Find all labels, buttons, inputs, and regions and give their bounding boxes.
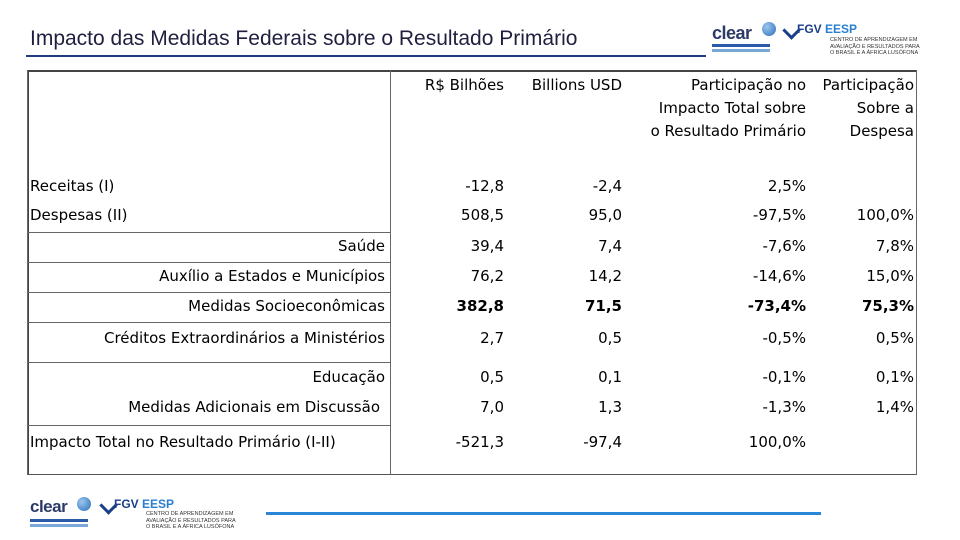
cell-brl: 0,5 — [480, 368, 504, 386]
row-divider — [27, 322, 390, 323]
fgv-label: FGV — [797, 22, 822, 36]
table-row-label: Educação — [312, 368, 385, 386]
title-underline — [26, 55, 706, 57]
clear-logo-bar — [30, 519, 88, 522]
table-row-label: Receitas (I) — [30, 177, 115, 195]
header-share-total-3: o Resultado Primário — [650, 122, 806, 140]
cell-share-total: -7,6% — [762, 237, 806, 255]
cell-brl: 2,7 — [480, 329, 504, 347]
cell-share-exp: 75,3% — [861, 297, 914, 315]
footer-accent-line — [266, 512, 821, 515]
cell-share-exp: 100,0% — [856, 206, 914, 224]
fgv-label: FGV — [114, 497, 139, 511]
header-share-exp-2: Sobre a — [856, 99, 914, 117]
eesp-label: EESP — [825, 22, 858, 36]
globe-icon — [77, 497, 91, 511]
row-divider — [27, 262, 390, 263]
slide-title: Impacto das Medidas Federais sobre o Res… — [30, 27, 578, 50]
cell-brl: -521,3 — [455, 433, 504, 451]
cell-usd: 14,2 — [588, 267, 622, 285]
cell-share-exp: 0,1% — [875, 368, 914, 386]
cell-share-exp: 7,8% — [875, 237, 914, 255]
cell-brl: -12,8 — [465, 177, 504, 195]
header-share-exp-3: Despesa — [849, 122, 914, 140]
table-row-label: Saúde — [338, 237, 385, 255]
cell-share-total: -0,5% — [762, 329, 806, 347]
logo-bottom: clear FGV EESP CENTRO DE APRENDIZAGEM EM… — [30, 496, 250, 537]
header-share-total-2: Impacto Total sobre — [658, 99, 806, 117]
clear-logo-bar-light — [30, 524, 88, 527]
logo-top: clear FGV EESP CENTRO DE APRENDIZAGEM EM… — [712, 20, 942, 56]
table-right-border — [916, 70, 917, 475]
clear-logo-text: clear — [30, 497, 68, 516]
eesp-label: EESP — [142, 497, 175, 511]
fgv-tagline: CENTRO DE APRENDIZAGEM EM AVALIAÇÃO E RE… — [146, 511, 236, 530]
cell-brl: 7,0 — [480, 398, 504, 416]
cell-brl: 76,2 — [470, 267, 504, 285]
table-row-label: Créditos Extraordinários a Ministérios — [103, 329, 385, 347]
cell-brl: 508,5 — [461, 206, 504, 224]
header-brl: R$ Bilhões — [424, 76, 504, 94]
clear-logo-bar-light — [712, 49, 770, 52]
row-divider — [27, 232, 390, 233]
cell-usd: 1,3 — [598, 398, 622, 416]
fgv-eesp-logo: FGV EESP — [797, 22, 857, 36]
column-divider — [390, 70, 391, 475]
cell-usd: 71,5 — [584, 297, 622, 315]
table-left-border — [27, 70, 28, 475]
header-share-exp-1: Participação — [822, 76, 914, 94]
table-row-label: Medidas Adicionais em Discussão — [128, 398, 380, 416]
table-row-label: Medidas Socioeconômicas — [188, 297, 385, 315]
cell-share-exp: 15,0% — [866, 267, 914, 285]
cell-brl: 382,8 — [456, 297, 504, 315]
cell-share-total: -73,4% — [747, 297, 806, 315]
cell-share-total: 100,0% — [748, 433, 806, 451]
cell-share-total: -1,3% — [762, 398, 806, 416]
cell-usd: 7,4 — [598, 237, 622, 255]
cell-share-total: -0,1% — [762, 368, 806, 386]
cell-share-total: 2,5% — [767, 177, 806, 195]
cell-share-exp: 0,5% — [875, 329, 914, 347]
row-divider — [27, 425, 390, 426]
cell-share-total: -97,5% — [752, 206, 806, 224]
cell-share-exp: 1,4% — [875, 398, 914, 416]
cell-brl: 39,4 — [470, 237, 504, 255]
cell-usd: 0,1 — [598, 368, 622, 386]
cell-share-total: -14,6% — [752, 267, 806, 285]
table-row-label: Auxílio a Estados e Municípios — [159, 267, 385, 285]
clear-logo-bar — [712, 44, 770, 47]
table-row-label: Impacto Total no Resultado Primário (I-I… — [30, 433, 336, 451]
fgv-eesp-logo: FGV EESP — [114, 497, 174, 511]
fgv-tagline: CENTRO DE APRENDIZAGEM EM AVALIAÇÃO E RE… — [830, 37, 920, 56]
row-divider — [27, 292, 390, 293]
table-row-label: Despesas (II) — [30, 206, 128, 224]
cell-usd: -2,4 — [592, 177, 622, 195]
header-share-total-1: Participação no — [691, 76, 806, 94]
globe-icon — [762, 22, 776, 36]
cell-usd: 0,5 — [598, 329, 622, 347]
clear-logo-text: clear — [712, 23, 752, 43]
row-divider — [27, 362, 390, 363]
cell-usd: -97,4 — [583, 433, 622, 451]
header-usd: Billions USD — [531, 76, 622, 94]
cell-usd: 95,0 — [588, 206, 622, 224]
